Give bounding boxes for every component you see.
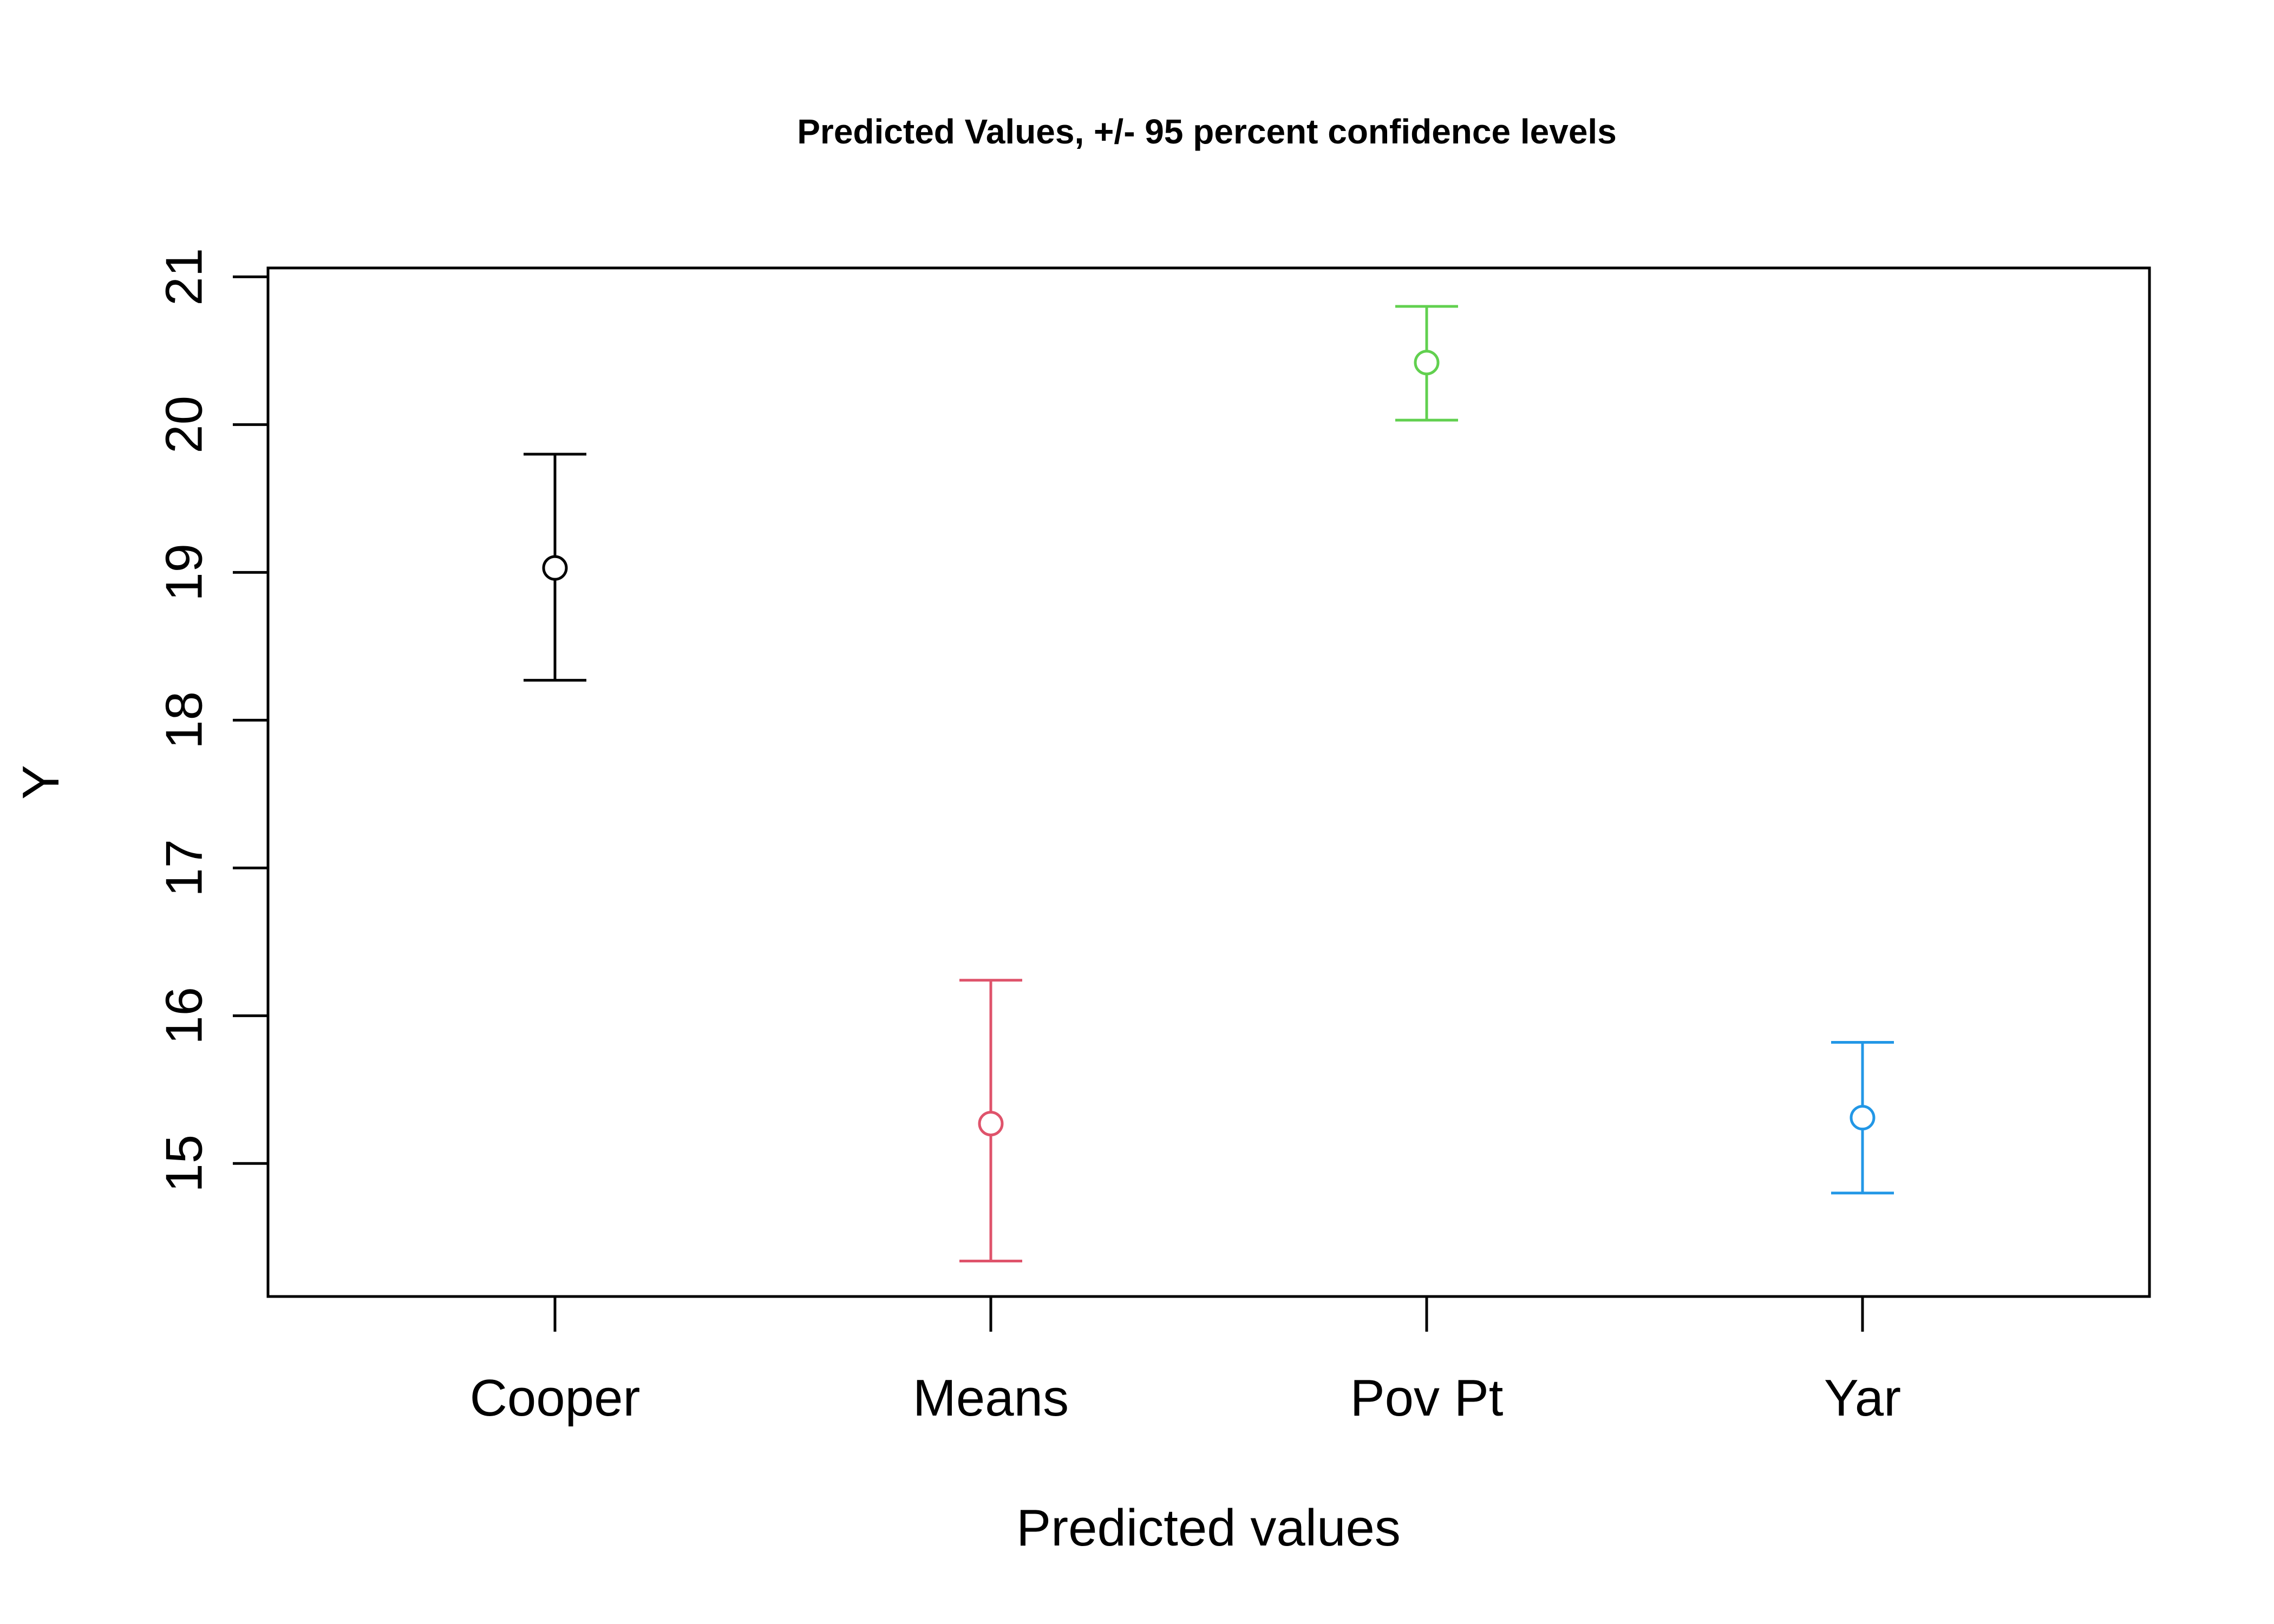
y-tick-label: 18 [155, 691, 213, 749]
point-marker [1414, 350, 1440, 376]
y-tick-label: 16 [155, 987, 213, 1045]
error-bar-group [524, 453, 586, 682]
y-tick-label: 17 [155, 839, 213, 897]
error-bar-group [1395, 305, 1458, 422]
x-axis-label: Predicted values [1016, 1499, 1401, 1557]
x-tick-label: Pov Pt [1350, 1369, 1504, 1427]
y-tick-label: 19 [155, 543, 213, 601]
y-tick-label: 15 [155, 1135, 213, 1193]
chart-title: Predicted Values, +/- 95 percent confide… [797, 112, 1617, 151]
y-axis-label: Y [12, 765, 70, 800]
error-bar-series [524, 305, 1894, 1262]
x-tick-label: Means [913, 1369, 1069, 1427]
x-axis: Cooper Means Pov Pt Yar [470, 1296, 1901, 1427]
y-tick-label: 21 [155, 248, 213, 306]
point-marker [542, 555, 568, 581]
y-tick-label: 20 [155, 396, 213, 454]
y-axis: 15 16 17 18 19 20 21 [155, 248, 270, 1193]
error-bar-group [959, 979, 1022, 1262]
x-tick-label: Yar [1824, 1369, 1901, 1427]
point-marker [1850, 1105, 1876, 1131]
error-bar-group [1831, 1040, 1894, 1195]
point-marker [978, 1111, 1004, 1137]
x-tick-label: Cooper [470, 1369, 641, 1427]
